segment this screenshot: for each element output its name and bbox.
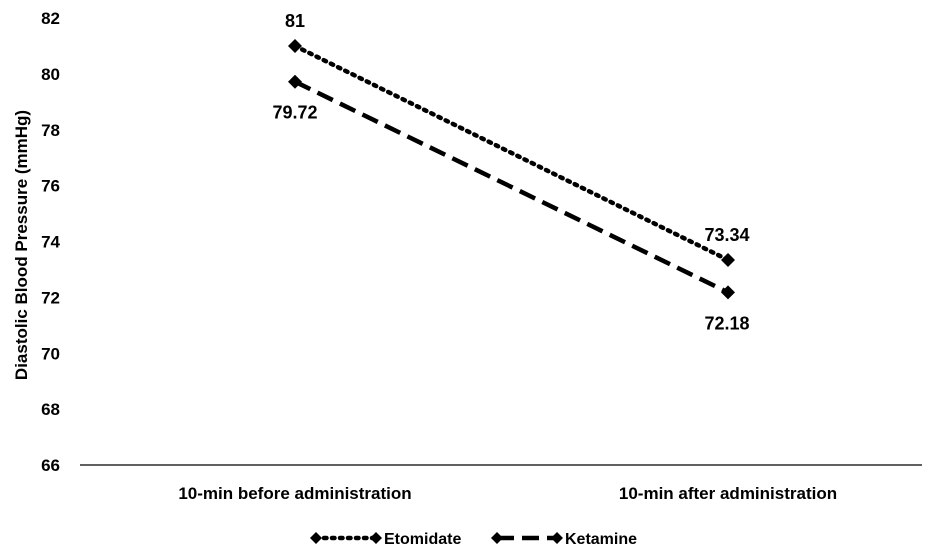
series-lines (288, 38, 735, 300)
data-label: 72.18 (704, 313, 749, 333)
legend: Etomidate Ketamine (310, 531, 637, 548)
data-labels: 81 73.34 79.72 72.18 (272, 11, 749, 333)
x-axis-categories: 10-min before administration 10-min after… (178, 484, 837, 503)
y-tick-label: 82 (41, 9, 60, 28)
y-tick-label: 72 (41, 288, 60, 307)
data-label: 79.72 (272, 103, 317, 123)
legend-marker (491, 532, 503, 544)
y-tick-label: 70 (41, 344, 60, 363)
legend-marker (551, 532, 563, 544)
data-point-ketamine (721, 285, 735, 300)
legend-marker (370, 532, 382, 544)
y-tick-label: 78 (41, 121, 60, 140)
x-category-label: 10-min before administration (178, 484, 411, 503)
legend-label-etomidate: Etomidate (384, 531, 461, 548)
data-label: 81 (285, 11, 305, 31)
y-axis-label: Diastolic Blood Pressure (mmHg) (12, 110, 31, 380)
y-tick-label: 68 (41, 400, 60, 419)
data-point-ketamine (288, 74, 302, 89)
legend-label-ketamine: Ketamine (565, 531, 637, 548)
y-tick-label: 66 (41, 456, 60, 475)
legend-marker (310, 532, 322, 544)
y-tick-label: 80 (41, 65, 60, 84)
x-category-label: 10-min after administration (619, 484, 837, 503)
series-line-etomidate (292, 43, 731, 263)
data-point-etomidate (721, 252, 735, 267)
y-tick-label: 76 (41, 177, 60, 196)
y-axis-ticks: 66 68 70 72 74 76 78 80 82 (41, 9, 60, 475)
data-point-etomidate (288, 38, 302, 53)
series-line-ketamine (294, 79, 729, 295)
data-label: 73.34 (704, 225, 749, 245)
y-tick-label: 74 (41, 233, 60, 252)
